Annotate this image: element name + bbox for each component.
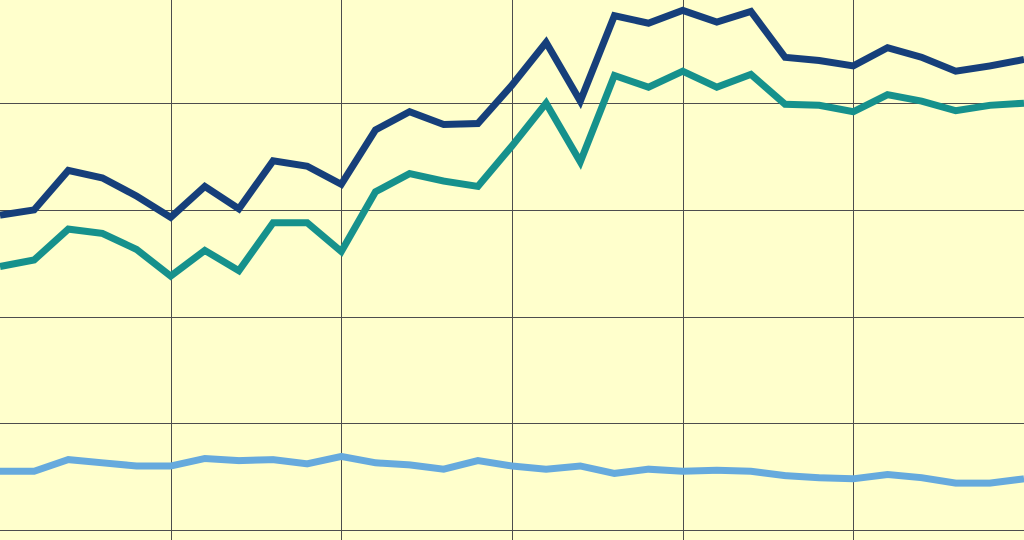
series-lines [0,6,1024,487]
